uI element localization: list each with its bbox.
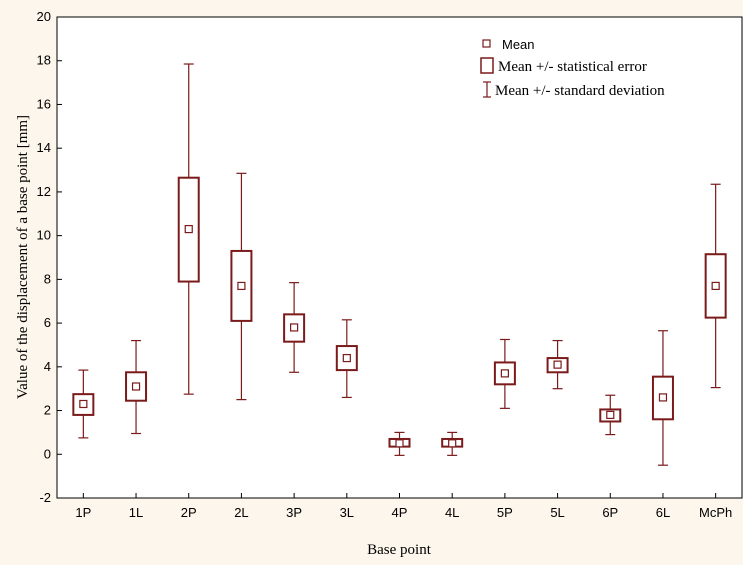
mean-marker — [553, 360, 562, 369]
y-tick-label: 10 — [37, 228, 51, 243]
mean-marker — [500, 369, 509, 378]
y-tick-label: -2 — [39, 490, 51, 505]
mean-marker — [342, 353, 351, 363]
x-tick-label: 6P — [602, 505, 618, 520]
x-tick-label: 2L — [234, 505, 248, 520]
box-group-4L — [441, 431, 464, 456]
y-tick-label: 14 — [37, 140, 51, 155]
box-group-2L — [230, 172, 253, 401]
plot-area — [56, 16, 743, 499]
mean-marker — [395, 439, 404, 448]
y-tick-label: 8 — [44, 271, 51, 286]
y-tick-label: 12 — [37, 184, 51, 199]
box-group-4P — [388, 431, 411, 456]
mean-marker — [711, 281, 720, 291]
x-tick-label: 6L — [656, 505, 670, 520]
box-group-6L — [651, 330, 674, 466]
mean-marker — [131, 382, 141, 391]
box-group-1L — [125, 339, 148, 435]
box-group-6P — [599, 394, 622, 436]
x-axis: 1P 1L 2P 2L 3P 3L 4P 4L 5P 5L 6P 6L McPh — [75, 493, 732, 520]
mean-marker — [606, 410, 615, 420]
box-group-3L — [335, 319, 358, 399]
mean-marker — [658, 393, 668, 402]
legend-mean-label: Mean — [502, 37, 535, 52]
box-group-3P — [283, 282, 306, 373]
x-tick-label: 2P — [181, 505, 197, 520]
x-axis-title: Base point — [367, 542, 432, 558]
legend-se-label: Mean +/- statistical error — [498, 59, 647, 75]
x-tick-label: 1L — [129, 505, 143, 520]
box-group-5P — [493, 338, 516, 409]
mean-marker — [290, 323, 299, 332]
y-axis: -2 0 2 4 6 8 10 12 14 16 18 20 — [37, 9, 62, 505]
y-tick-label: 2 — [44, 403, 51, 418]
y-tick-label: 4 — [44, 359, 51, 374]
legend-sd-marker — [483, 81, 491, 98]
box-group-2P — [177, 63, 200, 395]
box-series — [72, 63, 727, 466]
legend-se-marker — [480, 57, 494, 74]
x-tick-label: 5L — [550, 505, 564, 520]
box-group-McPh — [704, 183, 727, 389]
mean-marker — [79, 399, 88, 409]
x-tick-label: 1P — [75, 505, 91, 520]
y-axis-title: Value of the displacement of a base poin… — [15, 115, 31, 399]
y-tick-label: 16 — [37, 96, 51, 111]
x-tick-label: 5P — [497, 505, 513, 520]
y-tick-label: 0 — [44, 446, 51, 461]
y-tick-label: 6 — [44, 315, 51, 330]
x-tick-label: 4P — [392, 505, 408, 520]
y-tick-label: 18 — [37, 53, 51, 68]
x-tick-label: 3L — [340, 505, 354, 520]
legend: Mean Mean +/- statistical error Mean +/-… — [480, 37, 665, 99]
box-group-5L — [546, 339, 569, 390]
box-group-1P — [72, 369, 95, 439]
mean-marker — [184, 224, 193, 234]
legend-sd-label: Mean +/- standard deviation — [495, 83, 665, 99]
y-tick-label: 20 — [37, 9, 51, 24]
x-tick-label: 3P — [286, 505, 302, 520]
x-tick-label: McPh — [699, 505, 732, 520]
mean-marker — [448, 439, 457, 448]
legend-mean-marker — [482, 39, 491, 48]
x-tick-label: 4L — [445, 505, 459, 520]
mean-marker — [237, 281, 246, 291]
